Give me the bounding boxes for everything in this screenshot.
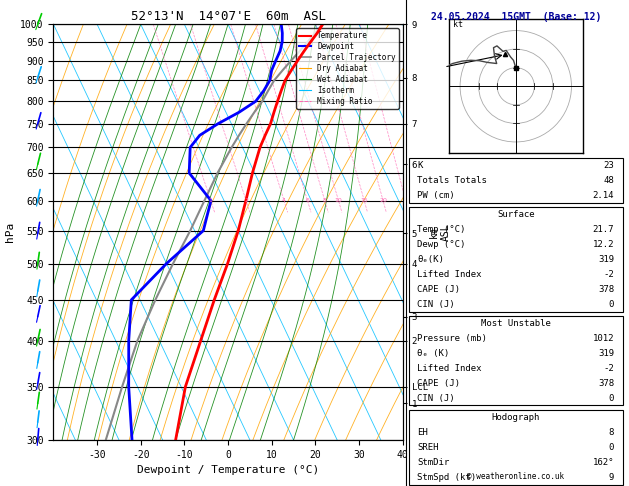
Text: 378: 378 — [598, 379, 614, 388]
Text: StmDir: StmDir — [418, 458, 450, 467]
Title: 52°13'N  14°07'E  60m  ASL: 52°13'N 14°07'E 60m ASL — [130, 10, 326, 23]
Bar — [409, 207, 623, 312]
Text: 20: 20 — [379, 198, 387, 203]
Text: Lifted Index: Lifted Index — [418, 270, 482, 279]
Bar — [409, 316, 623, 405]
Text: 10: 10 — [335, 198, 342, 203]
Text: θₑ(K): θₑ(K) — [418, 255, 444, 264]
Text: StmSpd (kt): StmSpd (kt) — [418, 472, 477, 482]
Text: θₑ (K): θₑ (K) — [418, 349, 450, 358]
Bar — [409, 158, 623, 203]
Text: 1: 1 — [209, 198, 213, 203]
Text: 319: 319 — [598, 349, 614, 358]
Text: 319: 319 — [598, 255, 614, 264]
Text: Totals Totals: Totals Totals — [418, 176, 487, 185]
Text: Hodograph: Hodograph — [492, 413, 540, 422]
Text: 378: 378 — [598, 285, 614, 294]
Text: 0: 0 — [609, 394, 614, 402]
Text: PW (cm): PW (cm) — [418, 191, 455, 200]
Text: 8: 8 — [323, 198, 326, 203]
Text: kt: kt — [453, 20, 463, 29]
Text: CIN (J): CIN (J) — [418, 394, 455, 402]
Text: 12.2: 12.2 — [593, 240, 614, 249]
Text: 0: 0 — [609, 299, 614, 309]
Text: CAPE (J): CAPE (J) — [418, 285, 460, 294]
Bar — [409, 410, 623, 485]
Text: -2: -2 — [603, 270, 614, 279]
Text: © weatheronline.co.uk: © weatheronline.co.uk — [467, 472, 564, 481]
Text: Dewp (°C): Dewp (°C) — [418, 240, 466, 249]
Legend: Temperature, Dewpoint, Parcel Trajectory, Dry Adiabat, Wet Adiabat, Isotherm, Mi: Temperature, Dewpoint, Parcel Trajectory… — [296, 28, 399, 109]
Text: 21.7: 21.7 — [593, 225, 614, 234]
Text: 1012: 1012 — [593, 334, 614, 343]
Text: K: K — [418, 161, 423, 170]
Text: 2: 2 — [244, 198, 248, 203]
Text: Temp (°C): Temp (°C) — [418, 225, 466, 234]
Text: 6: 6 — [306, 198, 309, 203]
Text: Pressure (mb): Pressure (mb) — [418, 334, 487, 343]
Text: SREH: SREH — [418, 443, 439, 451]
Text: EH: EH — [418, 428, 428, 437]
Text: 8: 8 — [609, 428, 614, 437]
Text: -2: -2 — [603, 364, 614, 373]
Text: 23: 23 — [603, 161, 614, 170]
Text: 0: 0 — [609, 443, 614, 451]
Text: 2.14: 2.14 — [593, 191, 614, 200]
Text: Most Unstable: Most Unstable — [481, 319, 551, 328]
Text: Lifted Index: Lifted Index — [418, 364, 482, 373]
Text: 162°: 162° — [593, 458, 614, 467]
Text: CIN (J): CIN (J) — [418, 299, 455, 309]
Y-axis label: hPa: hPa — [4, 222, 14, 242]
X-axis label: Dewpoint / Temperature (°C): Dewpoint / Temperature (°C) — [137, 465, 319, 475]
Text: 48: 48 — [603, 176, 614, 185]
Text: Surface: Surface — [497, 210, 535, 219]
Text: 4: 4 — [282, 198, 286, 203]
Text: CAPE (J): CAPE (J) — [418, 379, 460, 388]
Text: 15: 15 — [360, 198, 368, 203]
Text: 9: 9 — [609, 472, 614, 482]
Text: 24.05.2024  15GMT  (Base: 12): 24.05.2024 15GMT (Base: 12) — [431, 12, 601, 22]
Y-axis label: km
ASL: km ASL — [429, 223, 451, 241]
